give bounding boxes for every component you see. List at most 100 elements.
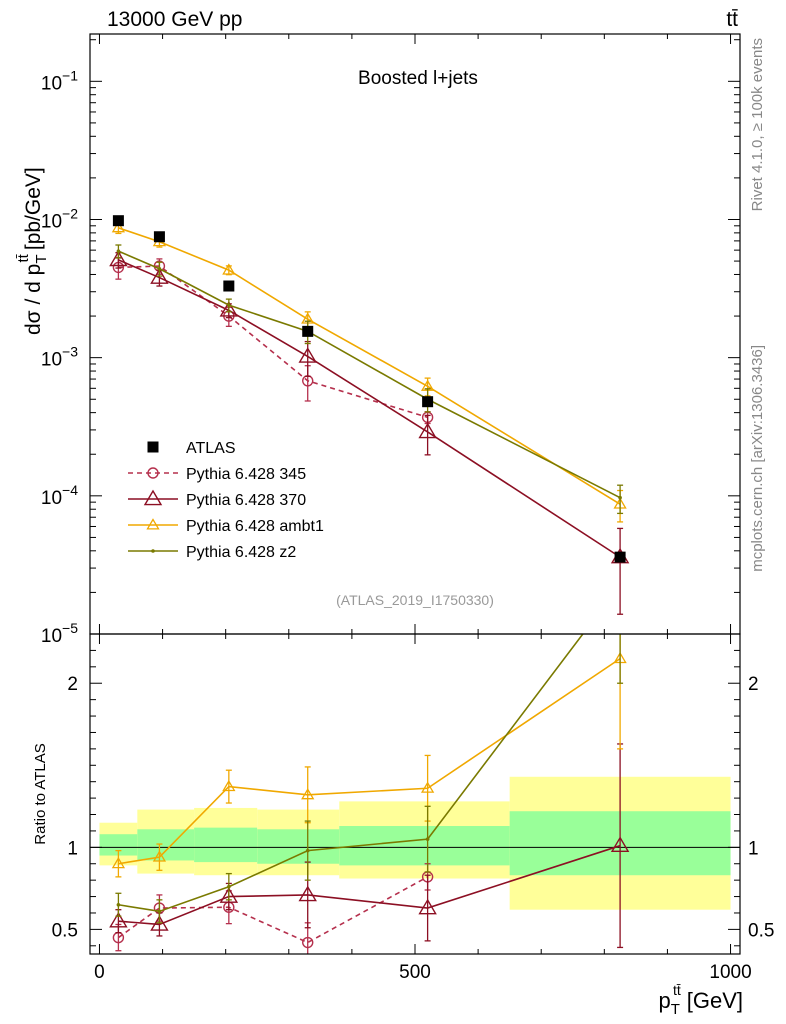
legend-marker: [147, 467, 159, 479]
main-series-point: [222, 263, 236, 275]
ratio-ticks-layer: 0 500 1000 0.5 0.5 1 1 2 2: [52, 634, 774, 983]
main-panel: 10−510−410−310−210−1 Boosted l+jets (ATL…: [15, 33, 741, 647]
ratio-y-tick-label: 0.5: [52, 920, 78, 941]
ratio-series-point: [425, 837, 430, 841]
legend-label: Pythia 6.428 z2: [186, 544, 296, 561]
main-series-point: [618, 495, 622, 500]
y-axis-label: dσ / d pTtt̄ [pb/GeV]: [15, 167, 50, 335]
main-series-point: [150, 268, 169, 284]
legend-marker: [146, 518, 160, 530]
y-tick-base: 10: [41, 488, 62, 509]
legend-label: Pythia 6.428 370: [186, 492, 306, 509]
process-label: tt̄: [726, 8, 738, 31]
ratio-series-point: [111, 856, 126, 869]
ratio-band-green: [99, 834, 138, 856]
main-series-line: [118, 265, 428, 419]
ratio-frame: [89, 633, 741, 955]
y-axis-label-main: dσ / d p: [22, 264, 45, 335]
ratio-series-point: [152, 850, 167, 862]
ratio-series-point: [298, 885, 317, 902]
ratio-series-point: [305, 848, 310, 853]
ratio-band-green: [137, 829, 195, 861]
ratio-series-point: [150, 915, 169, 931]
main-series-point: [298, 347, 317, 363]
analysis-id: (ATLAS_2019_I1750330): [336, 592, 494, 608]
ratio-series-point: [420, 781, 435, 793]
ratio-series-point: [219, 887, 239, 903]
ratio-band-green: [257, 829, 340, 864]
legend-label: ATLAS: [186, 440, 236, 457]
y-tick-exp: −3: [62, 344, 78, 360]
main-series-point: [109, 250, 128, 267]
legend-marker: [151, 549, 155, 553]
main-series-line: [118, 250, 621, 499]
main-y-tick-label: 10−2: [41, 205, 78, 232]
ratio-panel: 0 500 1000 0.5 0.5 1 1 2 2 Ratio to ATLAS pTtt̄ […: [32, 633, 774, 1018]
x-axis-label-sup: tt̄: [673, 982, 681, 998]
x-axis-label-main: p: [659, 988, 671, 1013]
ratio-series-line: [118, 634, 584, 913]
ratio-y-tick-label: 2: [67, 674, 78, 695]
ratio-series-point: [301, 788, 315, 800]
atlas-data-point: [112, 215, 124, 227]
atlas-data-point: [422, 396, 434, 408]
ratio-y-tick-label: 1: [67, 838, 78, 859]
rivet-label: Rivet 4.1.0, ≥ 100k events: [749, 38, 766, 211]
main-ticks-layer: 10−510−410−310−210−1: [41, 34, 740, 647]
y-axis-label-sub: T: [33, 254, 50, 263]
main-y-tick-label: 10−5: [41, 620, 78, 647]
x-axis-label-unit: [GeV]: [687, 988, 743, 1013]
x-tick-label: 0: [94, 962, 105, 983]
ratio-series-line: [118, 844, 621, 926]
ratio-series-point: [418, 898, 437, 915]
ratio-y-tick-label-right: 0.5: [748, 920, 774, 941]
atlas-data-point: [302, 325, 314, 337]
legend-marker-atlas: [147, 441, 159, 453]
energy-label: 13000 GeV pp: [107, 8, 242, 31]
main-series-point: [111, 221, 126, 233]
legend: ATLAS Pythia 6.428 345 Pythia 6.428 370 Pyt…: [128, 440, 324, 561]
y-tick-exp: −4: [62, 482, 78, 498]
ratio-series-line: [118, 657, 621, 865]
main-series-layer: [109, 215, 630, 615]
mcplots-label: mcplots.cern.ch [arXiv:1306.3436]: [749, 345, 766, 572]
x-axis-label: pTtt̄ [GeV]: [659, 982, 743, 1018]
ratio-y-tick-label-right: 1: [748, 838, 759, 859]
y-axis-label-unit: [pb/GeV]: [22, 167, 45, 250]
main-series-point: [227, 303, 231, 307]
ratio-y-label: Ratio to ATLAS: [32, 743, 49, 844]
ratio-band-green: [339, 826, 510, 866]
ratio-band-green: [194, 827, 258, 863]
y-tick-base: 10: [41, 211, 62, 232]
main-series-line: [118, 259, 621, 558]
ratio-series-point: [610, 836, 630, 852]
main-y-tick-label: 10−4: [41, 482, 78, 509]
y-tick-base: 10: [41, 73, 62, 94]
y-tick-exp: −2: [62, 205, 78, 221]
x-tick-label: 500: [399, 962, 431, 983]
ratio-series-point: [222, 779, 236, 792]
ratio-series-point: [116, 902, 121, 907]
atlas-data-point: [223, 280, 235, 292]
main-series-point: [418, 422, 437, 439]
chart-title: Boosted l+jets: [358, 68, 478, 89]
legend-label: Pythia 6.428 ambt1: [186, 518, 324, 535]
y-tick-exp: −5: [62, 620, 78, 636]
main-series-point: [157, 266, 162, 271]
x-axis-label-sub: T: [671, 1001, 680, 1018]
ratio-series-layer: [109, 634, 630, 954]
ratio-band-layer: [99, 776, 731, 910]
x-tick-label: 1000: [709, 962, 751, 983]
legend-label: Pythia 6.428 345: [186, 466, 306, 483]
y-tick-base: 10: [41, 626, 62, 647]
atlas-data-point: [614, 551, 626, 563]
y-tick-exp: −1: [62, 67, 78, 83]
legend-marker: [143, 489, 163, 506]
y-axis-label-sup: tt̄: [15, 253, 32, 262]
ratio-y-tick-label-right: 2: [748, 674, 759, 695]
main-y-tick-label: 10−3: [41, 344, 78, 371]
main-series-point: [219, 300, 239, 317]
main-series-point: [116, 249, 121, 253]
ratio-series-point: [302, 936, 314, 949]
